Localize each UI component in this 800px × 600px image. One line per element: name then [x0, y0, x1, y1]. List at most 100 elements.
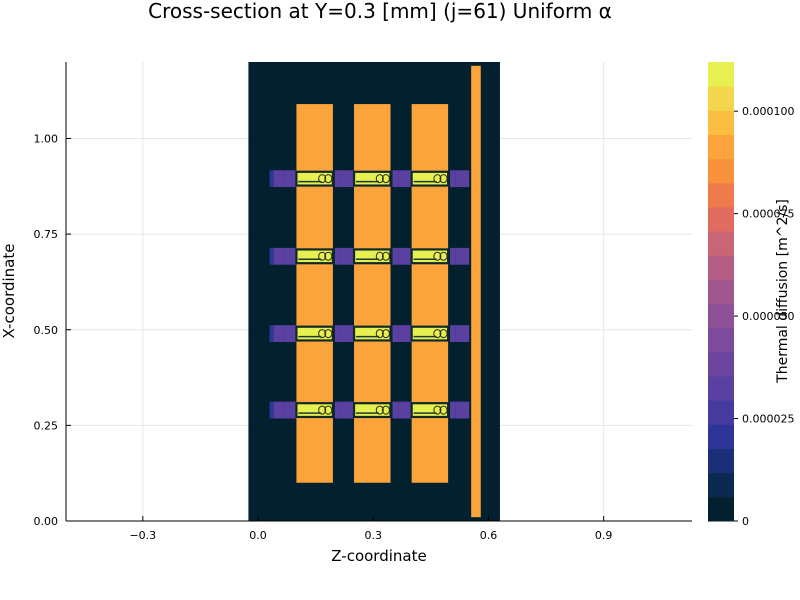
- contour-loop: [324, 405, 333, 415]
- x-tick-label: 0.9: [595, 529, 613, 542]
- colorbar-swatch: [708, 448, 734, 474]
- pad-cell: [334, 325, 341, 342]
- hot-band-cell: [410, 402, 450, 419]
- pad-cell: [284, 401, 297, 419]
- colorbar-swatch: [708, 303, 734, 329]
- pad-cell: [273, 401, 285, 419]
- y-tick-label: 1.00: [34, 133, 59, 146]
- contour-loop: [324, 251, 333, 261]
- contour-loop: [318, 174, 327, 184]
- pad-cell: [398, 170, 412, 188]
- x-axis-label: Z-coordinate: [331, 547, 426, 565]
- contour-loop: [324, 329, 333, 339]
- colorbar-swatch: [708, 351, 734, 377]
- strip-cell: [471, 65, 481, 518]
- pad-cell: [340, 401, 355, 419]
- pad-cell: [450, 401, 456, 419]
- y-tick-label: 0.75: [34, 228, 59, 241]
- pad-cell: [334, 247, 341, 265]
- plot-area: −0.3 0.0 0.3 0.6 0.9 0.00 0.25 0.50 0.75 1.00: [34, 62, 692, 542]
- colorbar-tick-label: 0.000100: [742, 105, 795, 118]
- hot-band-cell: [352, 402, 392, 419]
- pad-edge-cell: [269, 247, 274, 265]
- colorbar: 0 0.000025 0.000050 0.000075 0.000100: [708, 62, 795, 528]
- contour-loop: [375, 329, 384, 339]
- colorbar-swatch: [708, 472, 734, 498]
- pad-cell: [455, 247, 470, 265]
- colorbar-swatch: [708, 110, 734, 135]
- colorbar-swatch: [708, 134, 734, 160]
- pad-cell: [284, 325, 297, 342]
- pad-cell: [392, 170, 399, 188]
- colorbar-swatch: [708, 376, 734, 401]
- pad-cell: [273, 170, 285, 188]
- y-axis-label: X-coordinate: [0, 244, 18, 339]
- pad-cell: [455, 401, 470, 419]
- colorbar-swatch: [708, 400, 734, 425]
- pad-cell: [450, 170, 456, 188]
- pad-edge-cell: [269, 325, 274, 342]
- colorbar-swatch: [708, 424, 734, 450]
- pad-cell: [334, 401, 341, 419]
- hot-band-cell: [352, 325, 392, 342]
- pad-cell: [392, 401, 399, 419]
- colorbar-swatch: [708, 255, 734, 280]
- pad-cell: [284, 247, 297, 265]
- colorbar-label: Thermal diffusion [m^2/s]: [775, 199, 791, 384]
- colorbar-swatch: [708, 62, 734, 87]
- colorbar-tick-label: 0.000025: [742, 413, 795, 426]
- colorbar-swatch: [708, 496, 734, 522]
- contour-loop: [381, 174, 390, 184]
- y-tick-label: 0.25: [34, 419, 59, 432]
- block-cell: [354, 104, 391, 483]
- pad-cell: [450, 247, 456, 265]
- contour-loop: [318, 251, 327, 261]
- pad-cell: [273, 247, 285, 265]
- contour-loop: [318, 329, 327, 339]
- pad-cell: [398, 401, 412, 419]
- hot-band-cell: [410, 325, 450, 342]
- colorbar-swatch: [708, 231, 734, 256]
- pad-cell: [450, 325, 456, 342]
- chart-title: Cross-section at Y=0.3 [mm] (j=61) Unifo…: [148, 0, 612, 23]
- contour-loop: [375, 405, 384, 415]
- contour-loop: [433, 329, 442, 339]
- contour-loop: [433, 251, 442, 261]
- colorbar-tick-label: 0.000050: [742, 310, 795, 323]
- contour-loop: [433, 174, 442, 184]
- pad-cell: [455, 325, 470, 342]
- x-tick-label: 0.0: [249, 529, 267, 542]
- contour-loop: [318, 405, 327, 415]
- block-cell: [411, 104, 449, 483]
- pad-cell: [398, 325, 412, 342]
- colorbar-swatch: [708, 279, 734, 305]
- x-ticks: −0.3 0.0 0.3 0.6 0.9: [129, 516, 612, 542]
- colorbar-swatch: [708, 327, 734, 353]
- contour-loop: [381, 329, 390, 339]
- hot-band-cell: [352, 170, 392, 187]
- contour-loop: [381, 251, 390, 261]
- hot-band-cell: [295, 325, 335, 342]
- contour-loop: [439, 251, 448, 261]
- pad-cell: [392, 325, 399, 342]
- contour-loop: [439, 405, 448, 415]
- y-tick-label: 0.00: [34, 515, 59, 528]
- pad-edge-cell: [269, 170, 274, 188]
- hot-band-cell: [295, 402, 335, 419]
- pad-cell: [392, 247, 399, 265]
- pad-cell: [284, 170, 297, 188]
- pad-cell: [398, 247, 412, 265]
- colorbar-swatch: [708, 206, 734, 232]
- colorbar-tick-label: 0.000075: [742, 208, 795, 221]
- pad-edge-cell: [269, 401, 274, 419]
- contour-loop: [375, 174, 384, 184]
- hot-band-cell: [410, 248, 450, 265]
- y-tick-label: 0.50: [34, 324, 59, 337]
- contour-loop: [439, 174, 448, 184]
- colorbar-swatch: [708, 86, 734, 111]
- colorbar-swatch: [708, 182, 734, 208]
- x-tick-label: 0.3: [364, 529, 382, 542]
- pad-cell: [334, 170, 341, 188]
- hot-band-cell: [295, 248, 335, 265]
